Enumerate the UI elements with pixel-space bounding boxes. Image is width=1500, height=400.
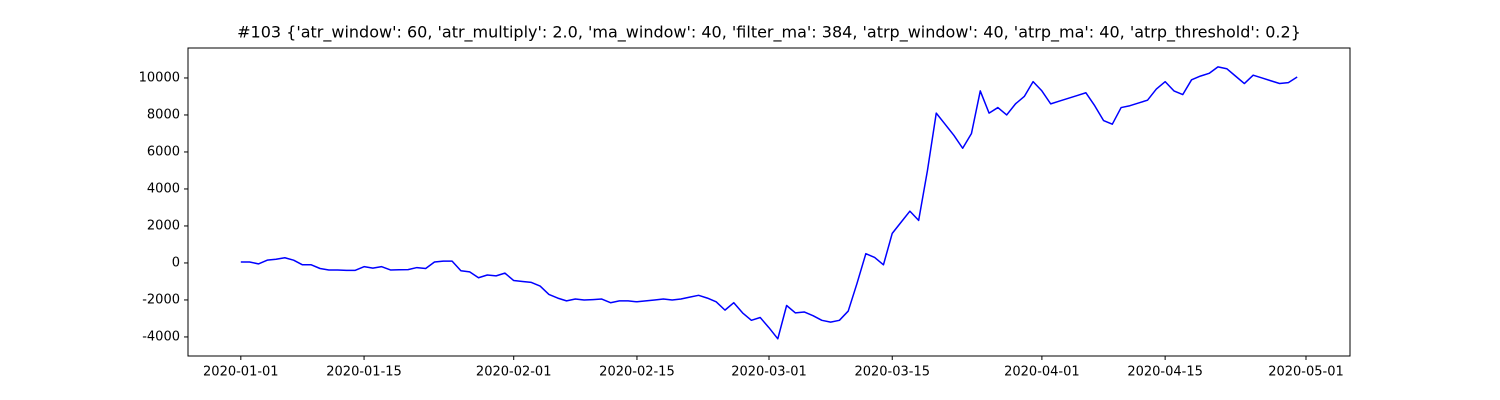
y-tick-label: 0 <box>172 255 180 270</box>
x-tick-label: 2020-03-01 <box>731 365 807 380</box>
x-tick-label: 2020-02-01 <box>476 365 552 380</box>
x-tick-label: 2020-04-15 <box>1127 365 1203 380</box>
y-tick-label: 8000 <box>147 107 180 122</box>
plot-frame <box>187 47 1351 357</box>
y-tick-label: -2000 <box>142 292 180 307</box>
y-tick-label: 10000 <box>139 70 180 85</box>
x-tick-label: 2020-02-15 <box>599 365 675 380</box>
x-tick-label: 2020-03-15 <box>854 365 930 380</box>
x-tick-label: 2020-01-01 <box>203 365 279 380</box>
y-tick-label: 4000 <box>147 181 180 196</box>
y-tick-label: 6000 <box>147 144 180 159</box>
y-tick-label: 2000 <box>147 218 180 233</box>
x-tick-label: 2020-01-15 <box>326 365 402 380</box>
line-series <box>240 66 1298 340</box>
chart-title: #103 {'atr_window': 60, 'atr_multiply': … <box>237 23 1301 43</box>
x-tick-label: 2020-05-01 <box>1268 365 1344 380</box>
y-tick-label: -4000 <box>142 329 180 344</box>
x-tick-label: 2020-04-01 <box>1004 365 1080 380</box>
